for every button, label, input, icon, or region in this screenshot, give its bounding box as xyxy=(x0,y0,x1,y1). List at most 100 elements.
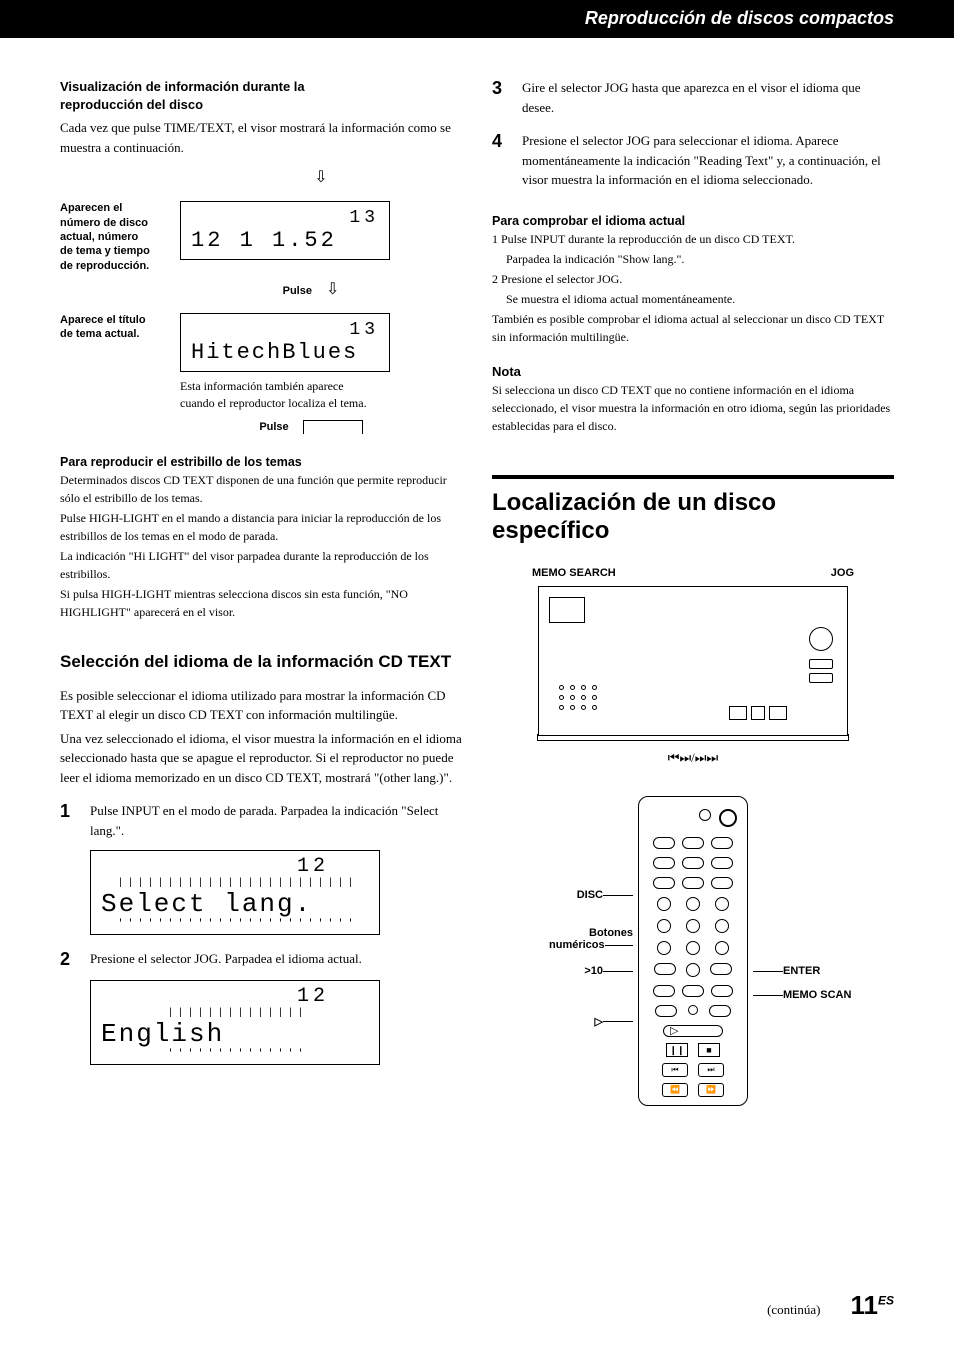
step-3-body: Gire el selector JOG hasta que aparezca … xyxy=(522,78,894,117)
label-1e: de reproducción. xyxy=(60,259,170,273)
lcd-display-2: 13 HitechBlues xyxy=(180,313,390,372)
memo-search-label: MEMO SEARCH xyxy=(532,566,616,580)
memo-scan-label-text: MEMO SCAN xyxy=(783,989,851,1001)
step-4-body: Presione el selector JOG para selecciona… xyxy=(522,131,894,190)
localizacion-heading: Localización de un disco específico xyxy=(492,489,894,547)
label-1d: de tema y tiempo xyxy=(60,244,170,258)
left-column: Visualización de información durante la … xyxy=(60,78,462,1106)
next-track-icon: ⏭ xyxy=(698,1063,724,1077)
lcd3-top: 12 xyxy=(101,855,369,878)
remote-row-7 xyxy=(649,963,737,977)
display-label-1: Aparecen el número de disco actual, núme… xyxy=(60,201,170,272)
comp-1b: Parpadea la indicación "Show lang.". xyxy=(492,250,894,268)
num-buttons-label: Botones numéricos xyxy=(549,927,639,951)
callout-line-icon-2 xyxy=(605,945,633,946)
pulse-label-2: Pulse xyxy=(259,421,288,433)
callout-line-icon-3 xyxy=(603,971,633,972)
remote-row-2 xyxy=(649,857,737,869)
right-column: 3 Gire el selector JOG hasta que aparezc… xyxy=(492,78,894,1106)
lcd4-top: 12 xyxy=(101,985,369,1008)
vis-heading-2: reproducción del disco xyxy=(60,96,462,114)
enter-label-text: ENTER xyxy=(783,965,820,977)
lcd2-text: HitechBlues xyxy=(191,340,379,365)
next-button-icon xyxy=(769,706,787,720)
comp-2b: Se muestra el idioma actual momentáneame… xyxy=(492,290,894,308)
device-bottom-label: ⏮⏭/⏭⏭ xyxy=(492,750,894,766)
nota-heading: Nota xyxy=(492,364,894,379)
remote-ring-icon xyxy=(719,809,737,827)
ticks-2: | | | | | | | | | | | | | | xyxy=(101,1008,369,1019)
rewind-icon: ⏪ xyxy=(662,1083,688,1097)
page-number: 11ES xyxy=(850,1290,894,1321)
device-button-icon xyxy=(809,659,833,669)
remote-row-8 xyxy=(649,985,737,997)
remote-row-5 xyxy=(649,919,737,933)
memo-scan-label: MEMO SCAN xyxy=(747,989,857,1001)
pulse-row-2: Pulse xyxy=(160,417,462,435)
disc-label: DISC xyxy=(549,889,639,901)
device-controls xyxy=(729,706,787,720)
pulse-row-1: Pulse ⇩ xyxy=(160,279,462,299)
sel-b1: Es posible seleccionar el idioma utiliza… xyxy=(60,686,462,725)
loop-arrow-icon xyxy=(303,420,363,434)
pause-icon: ❙❙ xyxy=(666,1043,688,1057)
caption-1: Esta información también aparece cuando … xyxy=(180,378,380,412)
comprobar-heading: Para comprobar el idioma actual xyxy=(492,214,894,228)
step-4: 4 Presione el selector JOG para seleccio… xyxy=(492,131,894,190)
label-2b: de tema actual. xyxy=(60,327,170,341)
estr-b1: Determinados discos CD TEXT disponen de … xyxy=(60,471,462,507)
content-columns: Visualización de información durante la … xyxy=(0,38,954,1106)
device-panel xyxy=(809,627,837,687)
step-2-body: Presione el selector JOG. Parpadea el id… xyxy=(90,949,462,970)
num-label-2: numéricos xyxy=(549,939,605,951)
page-number-value: 11 xyxy=(850,1290,878,1320)
jog-label: JOG xyxy=(831,566,854,580)
estr-b4: Si pulsa HIGH-LIGHT mientras selecciona … xyxy=(60,585,462,621)
label-1a: Aparecen el xyxy=(60,201,170,215)
device-screen-icon xyxy=(549,597,585,623)
label-2a: Aparece el título xyxy=(60,313,170,327)
page-footer: (continúa) 11ES xyxy=(767,1290,894,1321)
jog-dial-icon xyxy=(809,627,833,651)
device-dots xyxy=(559,685,597,715)
step-3-num: 3 xyxy=(492,78,510,117)
display-label-2: Aparece el título de tema actual. xyxy=(60,313,170,342)
estr-b3: La indicación "Hi LIGHT" del visor parpa… xyxy=(60,547,462,583)
device-button-icon-2 xyxy=(809,673,833,683)
remote-row-1 xyxy=(649,837,737,849)
remote-control-diagram: DISC Botones numéricos >10 ▷ xyxy=(638,796,748,1106)
section-title: Reproducción de discos compactos xyxy=(585,8,894,29)
section-rule xyxy=(492,475,894,479)
cd-player-diagram xyxy=(538,586,848,736)
remote-row-4 xyxy=(649,897,737,911)
vis-heading-1: Visualización de información durante la xyxy=(60,78,462,96)
continua-label: (continúa) xyxy=(767,1302,820,1318)
enter-label: ENTER xyxy=(747,965,857,977)
ticks-1: | | | | | | | | | | | | | | | | | | | | … xyxy=(101,878,369,889)
gt10-label-text: >10 xyxy=(584,965,603,977)
play-label-text: ▷ xyxy=(595,1015,603,1028)
remote-top-row xyxy=(649,809,737,827)
callout-line-icon xyxy=(603,895,633,896)
callout-line-icon-4 xyxy=(603,1021,633,1022)
sel-b2: Una vez seleccionado el idioma, el visor… xyxy=(60,729,462,788)
lcd-display-4: 12 | | | | | | | | | | | | | | English '… xyxy=(90,980,380,1065)
remote-sq-row-1: ❙❙ ■ xyxy=(649,1043,737,1057)
header-bar: Reproducción de discos compactos xyxy=(0,0,954,38)
display-row-2: Aparece el título de tema actual. 13 Hit… xyxy=(60,313,462,372)
disc-label-text: DISC xyxy=(577,889,603,901)
step-1-num: 1 xyxy=(60,801,78,840)
seleccion-heading: Selección del idioma de la información C… xyxy=(60,651,462,673)
num-label-1: Botones xyxy=(549,927,633,939)
arrow-down-icon-2: ⇩ xyxy=(326,279,339,299)
estr-b2: Pulse HIGH-LIGHT en el mando a distancia… xyxy=(60,509,462,545)
step-1: 1 Pulse INPUT en el modo de parada. Parp… xyxy=(60,801,462,840)
callout-line-icon-6 xyxy=(753,995,783,996)
display-row-1: Aparecen el número de disco actual, núme… xyxy=(60,201,462,272)
comp-2: 2 Presione el selector JOG. xyxy=(492,270,894,288)
remote-diagram-block: DISC Botones numéricos >10 ▷ xyxy=(492,796,894,1106)
remote-power-icon xyxy=(699,809,711,821)
estribillo-heading: Para reproducir el estribillo de los tem… xyxy=(60,455,462,469)
label-1c: actual, número xyxy=(60,230,170,244)
comp-tail: También es posible comprobar el idioma a… xyxy=(492,310,894,346)
